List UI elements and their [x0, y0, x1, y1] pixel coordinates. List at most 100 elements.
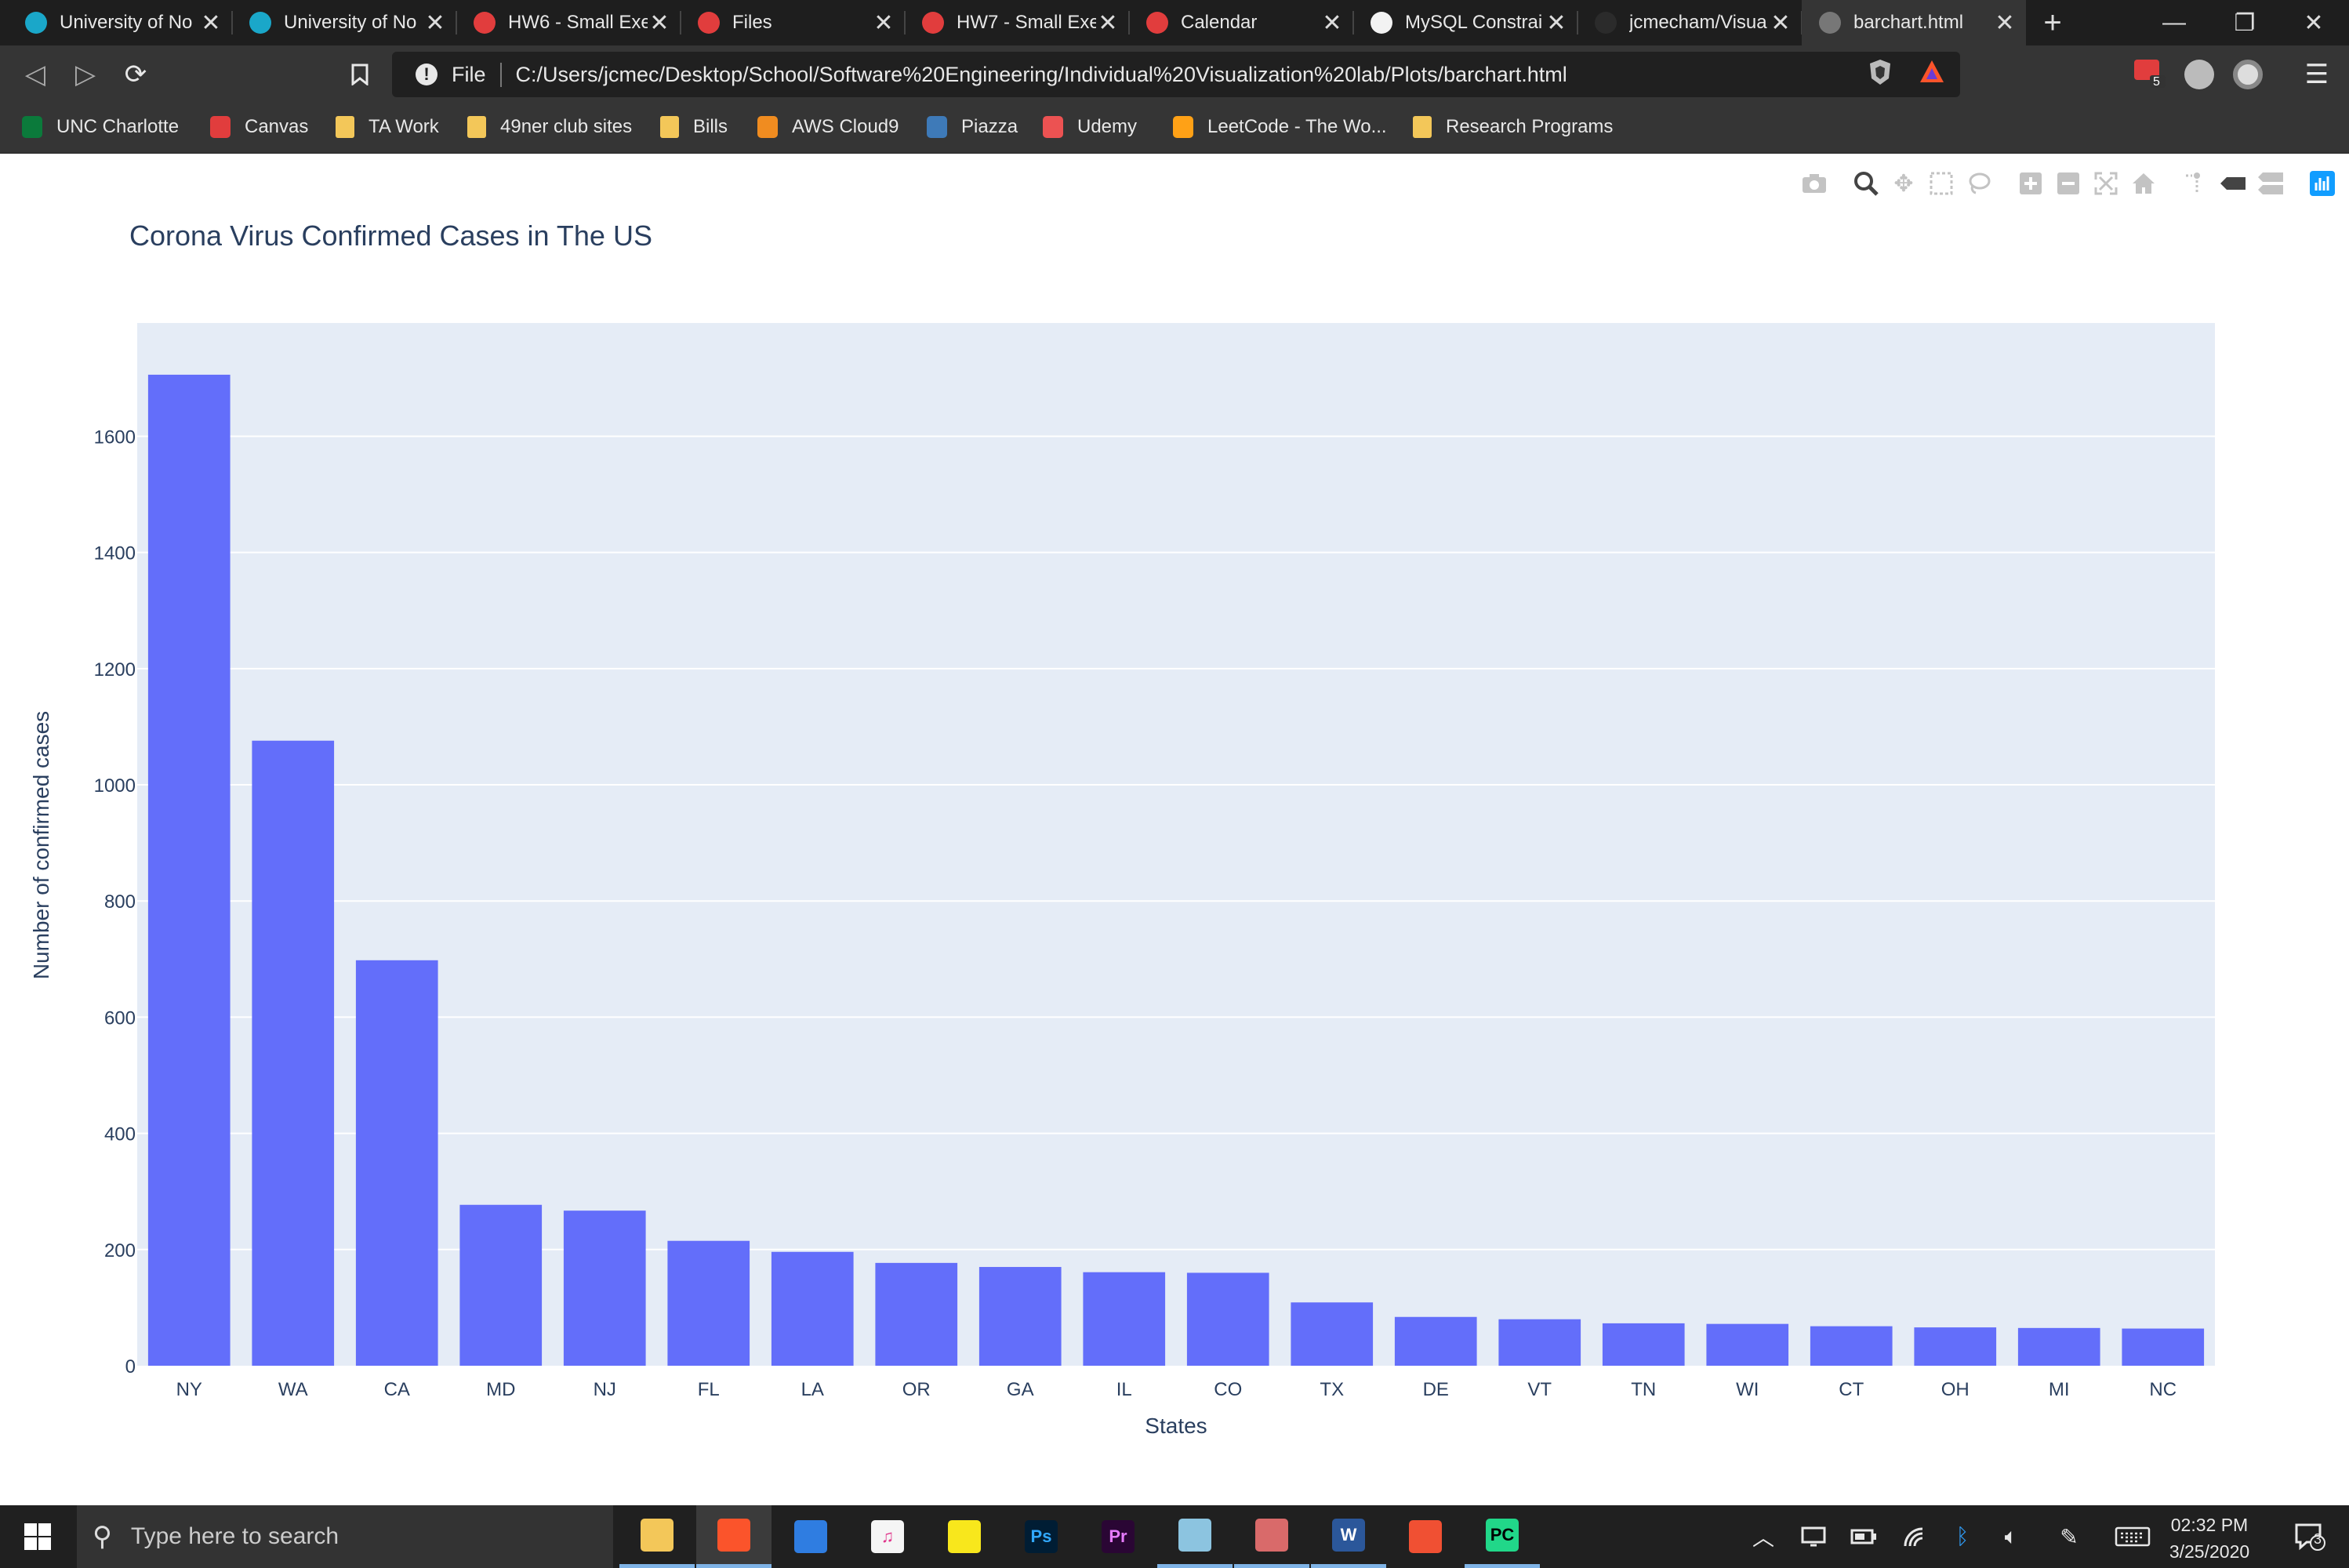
pan-icon[interactable]: ✥ — [1893, 170, 1914, 197]
back-button[interactable]: ◁ — [24, 60, 46, 89]
forward-button[interactable]: ▷ — [74, 60, 96, 89]
browser-tab[interactable]: University of No ✕ — [8, 0, 232, 45]
action-center-button[interactable]: 3 — [2278, 1505, 2341, 1568]
pen-workspace-icon[interactable]: ✎ — [2060, 1524, 2079, 1549]
tab-close-icon[interactable]: ✕ — [201, 9, 221, 36]
taskbar-search-box[interactable]: ⚲ Type here to search — [77, 1505, 613, 1568]
browser-tab[interactable]: HW7 - Small Exe ✕ — [905, 0, 1129, 45]
taskbar-clock[interactable]: 02:32 PM 3/25/2020 — [2148, 1512, 2271, 1565]
bar-oh[interactable] — [1914, 1327, 1997, 1366]
bar-de[interactable] — [1394, 1316, 1477, 1366]
taskbar-app-button[interactable] — [927, 1505, 1002, 1568]
tab-close-icon[interactable]: ✕ — [649, 9, 670, 36]
bookmark-item[interactable]: Bills — [660, 103, 728, 151]
plotly-logo-icon[interactable] — [2307, 168, 2338, 199]
tab-close-icon[interactable]: ✕ — [425, 9, 445, 36]
autoscale-icon[interactable] — [2090, 168, 2122, 199]
site-info-icon[interactable]: ! — [416, 64, 437, 85]
browser-tab[interactable]: HW6 - Small Exe ✕ — [456, 0, 681, 45]
tab-close-icon[interactable]: ✕ — [1770, 9, 1791, 36]
bar-md[interactable] — [459, 1204, 543, 1366]
bookmark-item[interactable]: Canvas — [210, 103, 308, 151]
browser-tab[interactable]: barchart.html ✕ — [1802, 0, 2026, 45]
taskbar-app-button[interactable] — [1234, 1505, 1309, 1568]
bar-la[interactable] — [771, 1251, 854, 1366]
restore-button[interactable]: ❐ — [2234, 9, 2256, 36]
taskbar-app-button[interactable]: Ps — [1004, 1505, 1079, 1568]
zoom-in-icon[interactable] — [2015, 168, 2046, 199]
reset-axes-icon[interactable] — [2128, 168, 2159, 199]
bar-il[interactable] — [1083, 1272, 1166, 1366]
taskbar-app-button[interactable]: Pr — [1080, 1505, 1156, 1568]
bar-ny[interactable] — [147, 374, 231, 1366]
bar-co[interactable] — [1186, 1272, 1269, 1366]
tab-close-icon[interactable]: ✕ — [1546, 9, 1567, 36]
wifi-icon[interactable] — [1894, 1505, 1933, 1568]
browser-tab[interactable]: Calendar ✕ — [1129, 0, 1353, 45]
taskbar-app-button[interactable]: W — [1311, 1505, 1386, 1568]
browser-tab[interactable]: MySQL Constrai ✕ — [1353, 0, 1577, 45]
extension-todo-icon[interactable]: 5 — [2133, 58, 2167, 89]
hover-compare-icon[interactable] — [2255, 168, 2286, 199]
bar-ga[interactable] — [978, 1267, 1062, 1366]
bar-wi[interactable] — [1706, 1323, 1789, 1366]
address-url[interactable]: C:/Users/jcmec/Desktop/School/Software%2… — [515, 62, 1567, 86]
taskbar-app-button[interactable] — [696, 1505, 772, 1568]
taskbar-app-button[interactable]: PC — [1465, 1505, 1540, 1568]
bluetooth-icon[interactable]: ᛒ — [1955, 1524, 1970, 1548]
brave-shields-icon[interactable] — [1864, 56, 1896, 88]
taskbar-app-button[interactable] — [773, 1505, 848, 1568]
bar-nj[interactable] — [563, 1210, 646, 1366]
bar-nc[interactable] — [2122, 1328, 2205, 1366]
bar-tx[interactable] — [1291, 1302, 1374, 1366]
brave-rewards-icon[interactable] — [1916, 56, 1948, 88]
camera-icon[interactable] — [1799, 168, 1830, 199]
tab-close-icon[interactable]: ✕ — [1995, 9, 2015, 36]
hover-closest-icon[interactable] — [2217, 168, 2249, 199]
battery-icon[interactable] — [1844, 1505, 1883, 1568]
spike-lines-icon[interactable] — [2180, 168, 2211, 199]
touch-keyboard-icon[interactable] — [2109, 1505, 2156, 1568]
bookmark-item[interactable]: AWS Cloud9 — [757, 103, 899, 151]
bookmark-item[interactable]: LeetCode - The Wo... — [1173, 103, 1387, 151]
tab-close-icon[interactable]: ✕ — [1322, 9, 1342, 36]
browser-tab[interactable]: jcmecham/Visua ✕ — [1577, 0, 1802, 45]
volume-icon[interactable]: 🔈︎ — [2004, 1523, 2018, 1548]
lasso-select-icon[interactable] — [1963, 168, 1995, 199]
bar-or[interactable] — [875, 1262, 958, 1366]
browser-menu-icon[interactable]: ☰ — [2304, 60, 2329, 89]
reload-button[interactable]: ⟳ — [124, 60, 147, 89]
bar-ct[interactable] — [1810, 1326, 1893, 1366]
bookmark-item[interactable]: 49ner club sites — [467, 103, 632, 151]
taskbar-app-button[interactable] — [1388, 1505, 1463, 1568]
bar-mi[interactable] — [2017, 1327, 2100, 1366]
extension-grey-icon[interactable] — [2184, 60, 2214, 89]
bar-tn[interactable] — [1602, 1323, 1685, 1366]
bookmark-item[interactable]: Piazza — [927, 103, 1018, 151]
new-tab-button[interactable]: + — [2043, 5, 2062, 40]
network-tray-icon[interactable] — [1794, 1505, 1833, 1568]
bar-ca[interactable] — [355, 960, 438, 1366]
bar-fl[interactable] — [667, 1240, 750, 1366]
browser-tab[interactable]: University of No ✕ — [232, 0, 456, 45]
bar-wa[interactable] — [252, 740, 335, 1366]
box-select-icon[interactable] — [1926, 168, 1957, 199]
taskbar-app-button[interactable]: ♫ — [850, 1505, 925, 1568]
tab-close-icon[interactable]: ✕ — [873, 9, 894, 36]
address-bar[interactable]: ! File C:/Users/jcmec/Desktop/School/Sof… — [392, 52, 1960, 97]
zoom-icon[interactable] — [1850, 168, 1882, 199]
bookmark-item[interactable]: UNC Charlotte — [22, 103, 179, 151]
minimize-button[interactable]: — — [2162, 9, 2186, 35]
zoom-out-icon[interactable] — [2053, 168, 2084, 199]
taskbar-app-button[interactable] — [1157, 1505, 1233, 1568]
tab-close-icon[interactable]: ✕ — [1098, 9, 1118, 36]
bar-vt[interactable] — [1498, 1319, 1581, 1366]
bookmark-item[interactable]: TA Work — [336, 103, 439, 151]
taskbar-app-button[interactable] — [619, 1505, 695, 1568]
extension-circle-icon[interactable] — [2233, 60, 2263, 89]
window-close-button[interactable]: ✕ — [2304, 9, 2324, 36]
browser-tab[interactable]: Files ✕ — [681, 0, 905, 45]
show-hidden-icons-button[interactable]: ︿ — [1752, 1526, 1774, 1550]
bookmark-page-button[interactable] — [340, 55, 379, 94]
start-button[interactable] — [0, 1505, 75, 1568]
